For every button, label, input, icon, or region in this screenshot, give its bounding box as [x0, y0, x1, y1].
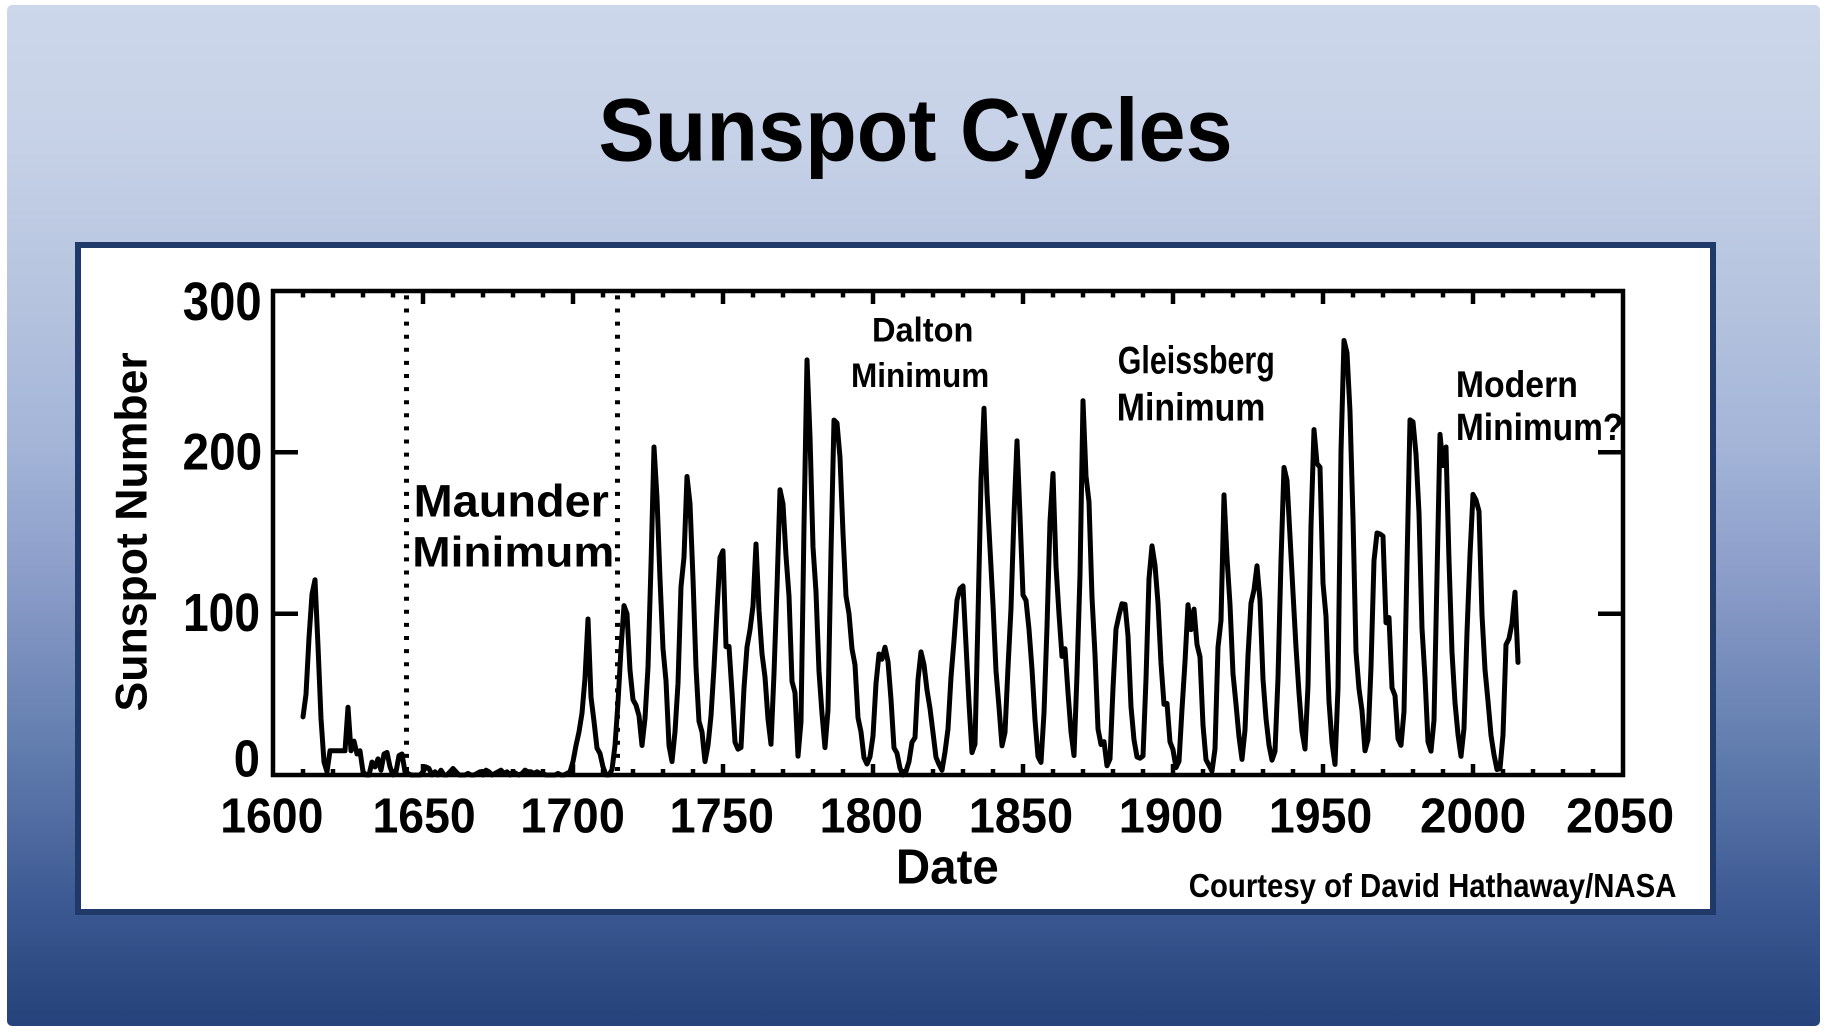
svg-text:Minimum: Minimum	[1117, 387, 1266, 430]
svg-text:Minimum: Minimum	[412, 528, 614, 576]
svg-text:1850: 1850	[969, 789, 1073, 844]
svg-text:Minimum: Minimum	[851, 357, 989, 395]
svg-text:Modern: Modern	[1456, 363, 1578, 405]
svg-text:2000: 2000	[1420, 789, 1526, 844]
svg-text:1800: 1800	[820, 789, 923, 844]
svg-text:Sunspot Cycles: Sunspot Cycles	[598, 80, 1232, 180]
svg-text:Sunspot Number: Sunspot Number	[108, 352, 157, 711]
svg-text:1600: 1600	[220, 789, 323, 844]
svg-text:Gleissberg: Gleissberg	[1118, 340, 1275, 383]
svg-text:300: 300	[183, 272, 262, 332]
svg-text:Date: Date	[896, 839, 999, 894]
svg-text:200: 200	[183, 423, 263, 481]
svg-text:1700: 1700	[520, 789, 625, 844]
svg-text:1750: 1750	[670, 789, 775, 844]
svg-text:Courtesy of David Hathaway/NAS: Courtesy of David Hathaway/NASA	[1189, 867, 1677, 904]
svg-text:Minimum?: Minimum?	[1456, 407, 1624, 449]
svg-text:Dalton: Dalton	[872, 311, 973, 349]
svg-text:100: 100	[183, 583, 260, 643]
svg-text:0: 0	[234, 730, 260, 788]
svg-text:Maunder: Maunder	[414, 476, 609, 527]
svg-text:1650: 1650	[373, 789, 476, 844]
svg-text:2050: 2050	[1566, 789, 1674, 844]
svg-text:1950: 1950	[1269, 789, 1372, 844]
svg-text:1900: 1900	[1119, 789, 1224, 844]
